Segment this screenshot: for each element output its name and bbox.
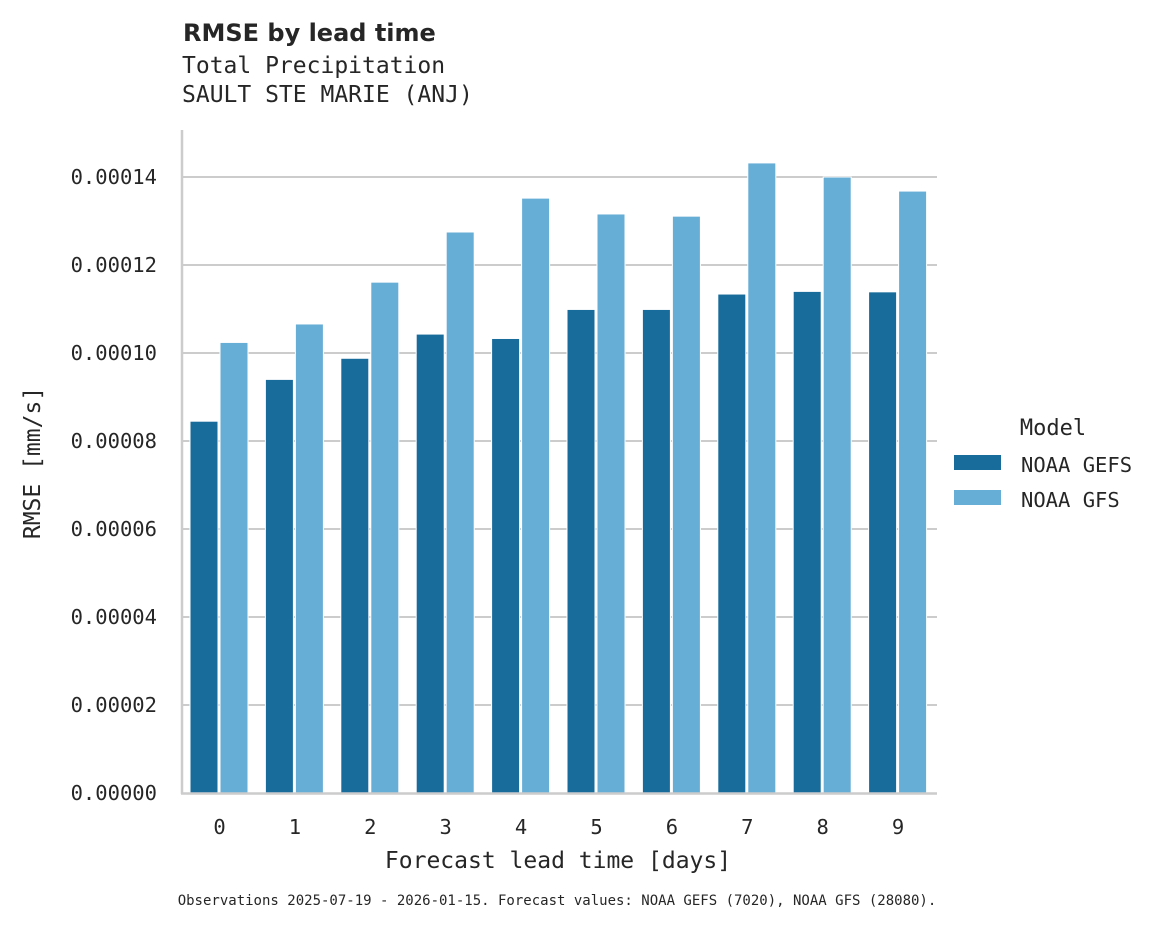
bar-noaa-gefs-1 [264,378,294,794]
x-tick-label: 9 [892,815,904,839]
bar-noaa-gfs-2 [370,281,400,794]
bar-noaa-gfs-0 [219,341,249,794]
y-tick-label: 0.00006 [71,517,157,541]
y-tick-label: 0.00004 [71,605,157,629]
bar-noaa-gefs-4 [491,337,521,794]
bar-noaa-gefs-5 [566,308,596,794]
y-tick-labels: 0.00000 0.00002 0.00004 0.00006 0.00008 0.000… [71,165,157,805]
x-tick-label: 1 [289,815,301,839]
x-tick-label: 7 [741,815,753,839]
legend-label-gefs: NOAA GEFS [1021,453,1132,477]
x-axis-label: Forecast lead time [days] [385,848,731,874]
x-tick-label: 2 [364,815,376,839]
bar-noaa-gfs-5 [596,213,626,794]
bar-noaa-gfs-6 [671,215,701,794]
chart-title: RMSE by lead time [183,19,436,47]
x-tick-label: 5 [590,815,602,839]
bar-noaa-gefs-6 [641,308,671,794]
bar-noaa-gefs-8 [792,290,822,794]
bar-noaa-gefs-9 [868,291,898,794]
legend-swatch-gfs [954,490,1001,505]
legend-swatch-gefs [954,455,1001,470]
x-tick-label: 0 [213,815,225,839]
chart-subtitle-variable: Total Precipitation [182,53,445,79]
bar-noaa-gefs-7 [717,293,747,794]
y-tick-label: 0.00002 [71,693,157,717]
bar-noaa-gefs-0 [189,420,219,794]
legend-title: Model [1020,416,1086,441]
y-axis-label: RMSE [mm/s] [20,387,46,539]
chart-subtitle-station: SAULT STE MARIE (ANJ) [182,82,473,108]
x-tick-labels: 0 1 2 3 4 5 6 7 8 9 [213,815,904,839]
bar-noaa-gfs-8 [822,176,852,794]
bar-noaa-gefs-2 [340,357,370,794]
footnote: Observations 2025-07-19 - 2026-01-15. Fo… [178,893,937,909]
bar-noaa-gfs-4 [521,197,551,794]
bar-noaa-gfs-1 [294,323,324,794]
legend-label-gfs: NOAA GFS [1021,488,1120,512]
bar-series [189,162,928,794]
y-tick-label: 0.00014 [71,165,157,189]
y-tick-label: 0.00008 [71,429,157,453]
x-tick-label: 4 [515,815,527,839]
x-tick-label: 8 [817,815,829,839]
legend: Model NOAA GEFS NOAA GFS [954,416,1132,512]
bar-noaa-gfs-9 [898,190,928,794]
y-tick-label: 0.00010 [71,341,157,365]
x-tick-label: 6 [666,815,678,839]
x-tick-label: 3 [440,815,452,839]
bar-noaa-gfs-7 [747,162,777,794]
bar-noaa-gfs-3 [445,231,475,794]
y-tick-label: 0.00012 [71,253,157,277]
y-tick-label: 0.00000 [71,781,157,805]
bar-noaa-gefs-3 [415,333,445,794]
